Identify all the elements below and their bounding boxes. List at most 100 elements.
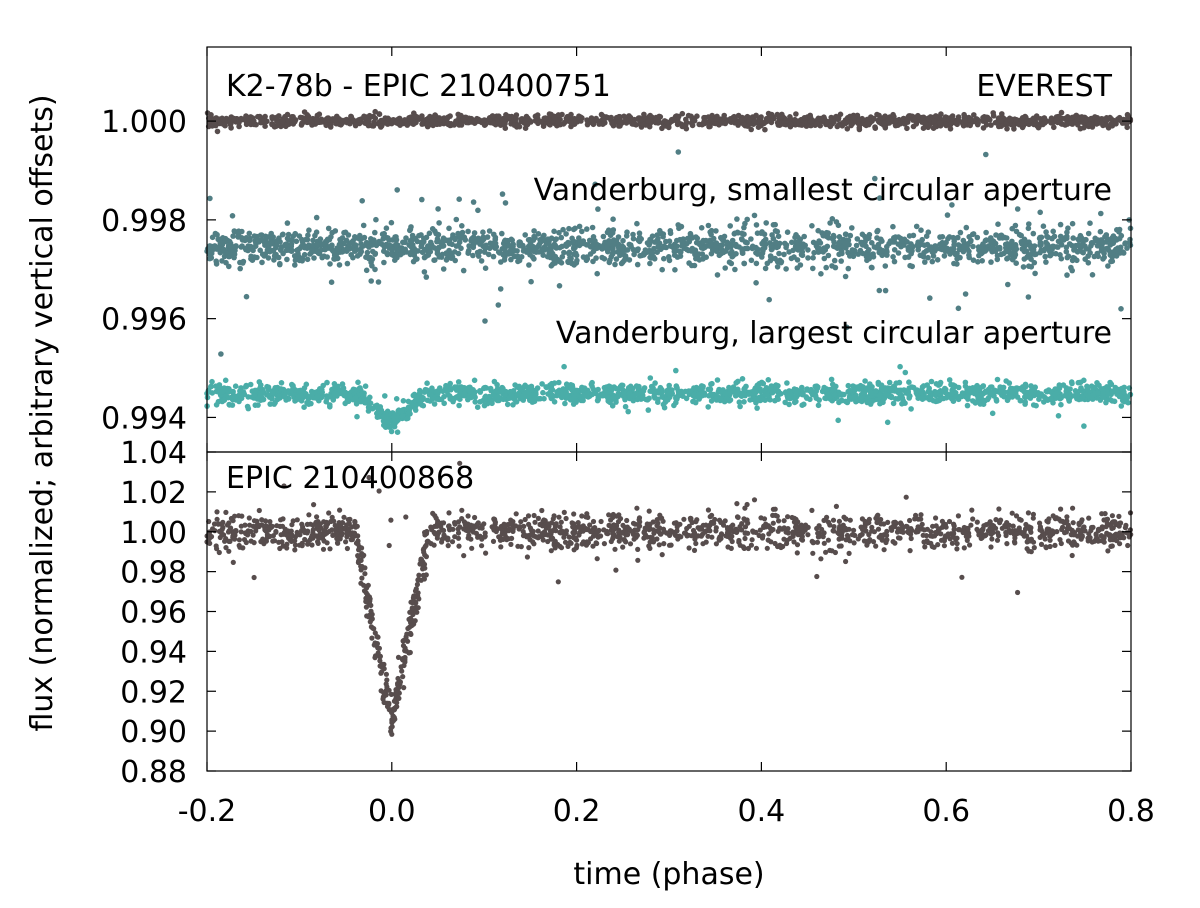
data-point bbox=[236, 123, 242, 130]
data-point bbox=[372, 108, 379, 115]
data-point bbox=[1125, 542, 1131, 549]
data-point bbox=[755, 250, 762, 257]
data-point bbox=[988, 259, 994, 265]
data-point bbox=[844, 126, 851, 132]
data-point bbox=[761, 231, 768, 237]
data-point bbox=[1108, 121, 1114, 127]
data-point bbox=[541, 232, 547, 239]
data-point bbox=[429, 396, 436, 402]
data-point bbox=[983, 237, 990, 243]
data-point bbox=[393, 241, 399, 248]
data-point bbox=[1069, 220, 1076, 227]
data-point bbox=[933, 398, 939, 405]
data-point bbox=[975, 259, 981, 265]
data-point bbox=[786, 401, 792, 408]
data-point bbox=[560, 226, 566, 233]
data-point bbox=[670, 116, 677, 122]
data-point bbox=[446, 393, 453, 399]
data-point bbox=[350, 254, 356, 261]
data-point bbox=[1022, 401, 1028, 407]
data-point bbox=[630, 231, 636, 238]
data-point bbox=[616, 245, 623, 252]
data-point bbox=[982, 248, 988, 254]
data-point bbox=[698, 245, 705, 251]
data-point bbox=[508, 236, 515, 243]
data-point bbox=[376, 238, 382, 245]
data-point bbox=[299, 258, 306, 264]
data-point bbox=[989, 536, 995, 542]
data-point bbox=[903, 494, 909, 500]
data-point bbox=[816, 397, 822, 403]
data-point bbox=[990, 246, 996, 253]
data-point bbox=[1081, 377, 1087, 384]
data-point bbox=[265, 392, 272, 398]
data-point bbox=[824, 390, 830, 397]
data-point bbox=[215, 245, 221, 251]
data-point bbox=[264, 247, 271, 253]
data-point bbox=[369, 242, 376, 248]
data-point bbox=[627, 115, 634, 121]
data-point bbox=[1095, 253, 1101, 260]
data-point bbox=[927, 393, 934, 400]
data-point bbox=[1098, 120, 1105, 126]
data-point bbox=[600, 113, 606, 119]
data-point bbox=[639, 393, 645, 400]
data-point bbox=[243, 293, 250, 300]
data-point bbox=[414, 238, 421, 245]
data-point bbox=[379, 231, 386, 237]
data-point bbox=[257, 392, 264, 399]
data-point bbox=[408, 224, 414, 230]
data-point bbox=[698, 383, 705, 389]
data-point bbox=[696, 394, 702, 401]
data-point bbox=[955, 396, 962, 403]
data-point bbox=[598, 518, 604, 525]
data-point bbox=[601, 255, 608, 262]
data-point bbox=[359, 198, 366, 204]
data-point bbox=[900, 242, 907, 248]
data-point bbox=[630, 235, 637, 242]
data-point bbox=[311, 255, 317, 261]
data-point bbox=[394, 254, 400, 261]
data-point bbox=[644, 397, 651, 403]
data-point bbox=[500, 396, 507, 403]
data-point bbox=[915, 247, 921, 253]
data-point bbox=[762, 236, 769, 243]
data-point bbox=[259, 259, 265, 266]
data-point bbox=[816, 245, 823, 252]
data-point bbox=[1089, 272, 1096, 278]
data-point bbox=[1069, 114, 1076, 121]
data-point bbox=[389, 252, 396, 258]
data-point bbox=[631, 251, 637, 258]
data-point bbox=[399, 413, 406, 419]
data-point bbox=[562, 400, 568, 407]
data-point bbox=[539, 118, 545, 125]
data-point bbox=[619, 382, 626, 389]
data-point bbox=[1013, 228, 1020, 235]
data-point bbox=[259, 251, 266, 258]
data-point bbox=[925, 115, 931, 122]
data-point bbox=[654, 249, 660, 255]
data-point bbox=[358, 248, 365, 255]
data-point bbox=[908, 242, 915, 249]
data-point bbox=[617, 118, 623, 125]
data-point bbox=[1077, 244, 1084, 251]
data-point bbox=[566, 225, 572, 232]
series-smallest bbox=[204, 149, 1134, 357]
data-point bbox=[867, 389, 874, 395]
data-point bbox=[634, 396, 641, 403]
data-point bbox=[842, 240, 849, 247]
data-point bbox=[1019, 240, 1025, 247]
data-point bbox=[778, 114, 785, 120]
data-point bbox=[865, 385, 871, 391]
data-point bbox=[455, 250, 462, 257]
data-point bbox=[394, 429, 401, 436]
data-point bbox=[425, 243, 431, 249]
data-point bbox=[853, 242, 860, 249]
data-point bbox=[571, 244, 577, 251]
data-point bbox=[1020, 264, 1027, 270]
data-point bbox=[736, 399, 743, 406]
data-point bbox=[651, 255, 658, 262]
data-point bbox=[295, 394, 302, 400]
data-point bbox=[1109, 398, 1115, 404]
data-point bbox=[352, 122, 359, 129]
